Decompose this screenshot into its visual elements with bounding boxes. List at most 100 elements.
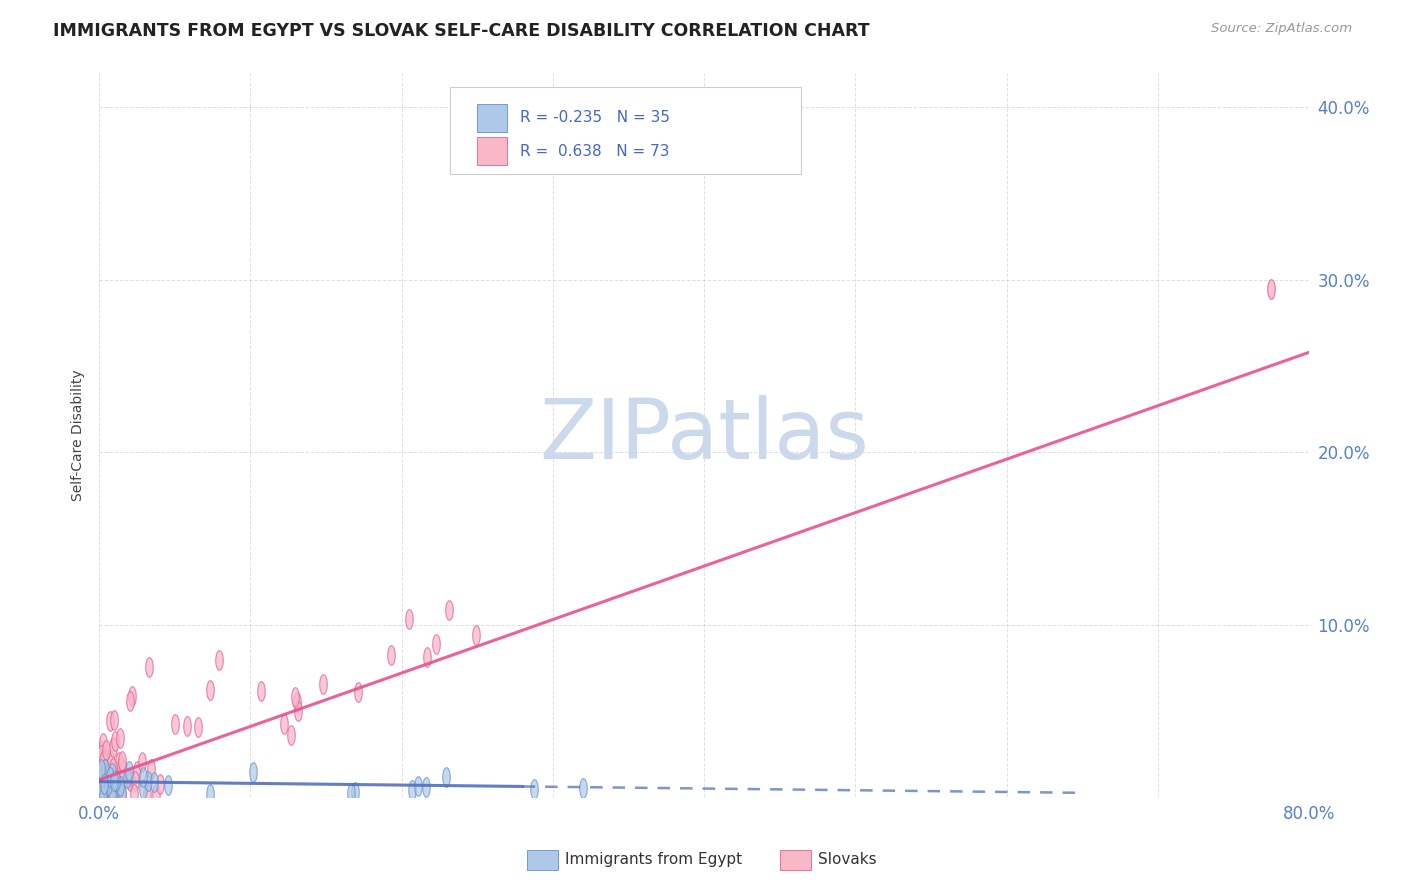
- Point: [91, 757, 114, 772]
- Point: [104, 773, 127, 788]
- Point: [122, 787, 145, 801]
- Point: [200, 683, 222, 698]
- Point: [96, 772, 118, 786]
- Point: [124, 774, 146, 789]
- Point: [415, 780, 437, 794]
- Point: [176, 719, 198, 733]
- FancyBboxPatch shape: [477, 104, 508, 132]
- Point: [103, 739, 125, 754]
- Point: [90, 764, 112, 778]
- Text: R =  0.638   N = 73: R = 0.638 N = 73: [520, 144, 669, 159]
- Point: [101, 787, 124, 801]
- Point: [101, 760, 124, 774]
- FancyBboxPatch shape: [450, 87, 801, 174]
- Point: [100, 789, 122, 804]
- Point: [105, 780, 128, 794]
- Point: [406, 779, 429, 793]
- Point: [90, 762, 112, 776]
- Point: [425, 637, 447, 651]
- Point: [104, 734, 127, 748]
- Point: [242, 764, 264, 779]
- Point: [97, 787, 120, 801]
- Point: [98, 783, 121, 797]
- Point: [343, 785, 366, 799]
- Text: ZIPatlas: ZIPatlas: [538, 394, 869, 475]
- Point: [523, 782, 546, 797]
- Point: [100, 787, 122, 801]
- Point: [93, 777, 115, 791]
- Point: [120, 774, 142, 789]
- Point: [90, 763, 112, 777]
- Point: [94, 780, 117, 794]
- Point: [287, 704, 309, 718]
- Point: [121, 690, 143, 704]
- Point: [90, 786, 112, 800]
- Point: [90, 787, 112, 801]
- Point: [90, 772, 112, 786]
- Point: [127, 764, 149, 778]
- FancyBboxPatch shape: [477, 137, 508, 165]
- Text: R = -0.235   N = 35: R = -0.235 N = 35: [520, 111, 671, 126]
- Point: [94, 750, 117, 764]
- Point: [149, 777, 172, 791]
- Point: [97, 787, 120, 801]
- Point: [111, 754, 134, 768]
- Point: [105, 783, 128, 797]
- Point: [138, 660, 160, 674]
- Point: [145, 787, 167, 801]
- Point: [117, 772, 139, 786]
- Point: [250, 684, 273, 698]
- Point: [142, 774, 165, 789]
- Point: [285, 695, 308, 709]
- Point: [108, 731, 131, 745]
- Point: [416, 649, 439, 664]
- Point: [118, 764, 141, 778]
- Point: [94, 775, 117, 789]
- Point: [103, 773, 125, 788]
- Point: [118, 694, 141, 708]
- Point: [90, 785, 112, 799]
- Point: [94, 743, 117, 757]
- Point: [110, 760, 132, 774]
- Point: [136, 773, 159, 788]
- Point: [207, 653, 229, 667]
- Text: IMMIGRANTS FROM EGYPT VS SLOVAK SELF-CARE DISABILITY CORRELATION CHART: IMMIGRANTS FROM EGYPT VS SLOVAK SELF-CAR…: [53, 22, 870, 40]
- Point: [94, 762, 117, 776]
- Point: [380, 648, 402, 662]
- Point: [91, 736, 114, 750]
- Point: [98, 770, 121, 784]
- Point: [93, 789, 115, 804]
- Point: [115, 771, 138, 785]
- Point: [103, 714, 125, 728]
- Point: [401, 783, 423, 797]
- Point: [273, 717, 295, 731]
- Point: [104, 787, 127, 801]
- Point: [90, 744, 112, 758]
- Text: Slovaks: Slovaks: [818, 853, 877, 867]
- Text: Source: ZipAtlas.com: Source: ZipAtlas.com: [1212, 22, 1353, 36]
- Point: [131, 755, 153, 769]
- Point: [111, 787, 134, 801]
- Point: [163, 717, 186, 731]
- Point: [346, 684, 368, 698]
- Point: [1260, 281, 1282, 295]
- Point: [90, 783, 112, 797]
- Point: [136, 787, 159, 801]
- Point: [101, 764, 124, 779]
- Point: [111, 787, 134, 801]
- Point: [198, 788, 221, 802]
- Point: [90, 777, 112, 791]
- Point: [93, 779, 115, 793]
- Point: [107, 755, 129, 769]
- Point: [98, 754, 121, 768]
- Text: Immigrants from Egypt: Immigrants from Egypt: [565, 853, 742, 867]
- Point: [284, 690, 307, 705]
- Point: [339, 787, 361, 801]
- Point: [97, 768, 120, 782]
- Point: [187, 720, 209, 734]
- Point: [108, 779, 131, 793]
- Point: [97, 778, 120, 792]
- Point: [280, 728, 302, 742]
- Point: [90, 747, 112, 762]
- Point: [90, 783, 112, 797]
